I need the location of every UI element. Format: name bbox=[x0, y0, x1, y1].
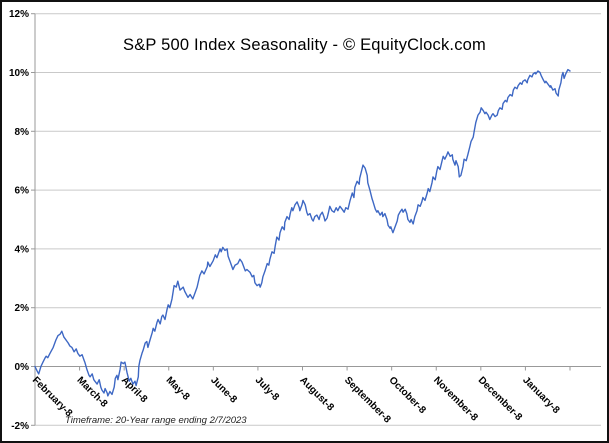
x-axis-label: April-8 bbox=[119, 375, 149, 405]
x-axis-label: December-8 bbox=[476, 375, 525, 424]
y-axis-label: 6% bbox=[15, 186, 30, 197]
x-axis-label: June-8 bbox=[208, 375, 239, 406]
x-axis-label: May-8 bbox=[164, 375, 192, 403]
x-axis-label: February-8 bbox=[30, 375, 75, 420]
timeframe-note: Timeframe: 20-Year range ending 2/7/2023 bbox=[65, 415, 247, 426]
x-axis-label: January-8 bbox=[520, 375, 561, 416]
x-axis-label: September-8 bbox=[342, 375, 393, 426]
x-axis-label: August-8 bbox=[297, 375, 336, 414]
chart-title: S&P 500 Index Seasonality - © EquityCloc… bbox=[123, 36, 486, 54]
x-axis-label: November-8 bbox=[431, 375, 480, 424]
y-axis-label: 0% bbox=[15, 362, 30, 373]
x-axis-label: July-8 bbox=[253, 375, 282, 404]
y-axis-label: 12% bbox=[9, 9, 29, 20]
y-axis-label: 4% bbox=[15, 244, 30, 255]
x-axis-label: October-8 bbox=[387, 375, 428, 416]
seasonality-series-line bbox=[34, 68, 571, 397]
y-axis-label: 2% bbox=[15, 303, 30, 314]
y-axis-label: 8% bbox=[15, 127, 30, 138]
y-axis-label: 10% bbox=[9, 68, 29, 79]
y-axis-label: -2% bbox=[11, 421, 29, 432]
